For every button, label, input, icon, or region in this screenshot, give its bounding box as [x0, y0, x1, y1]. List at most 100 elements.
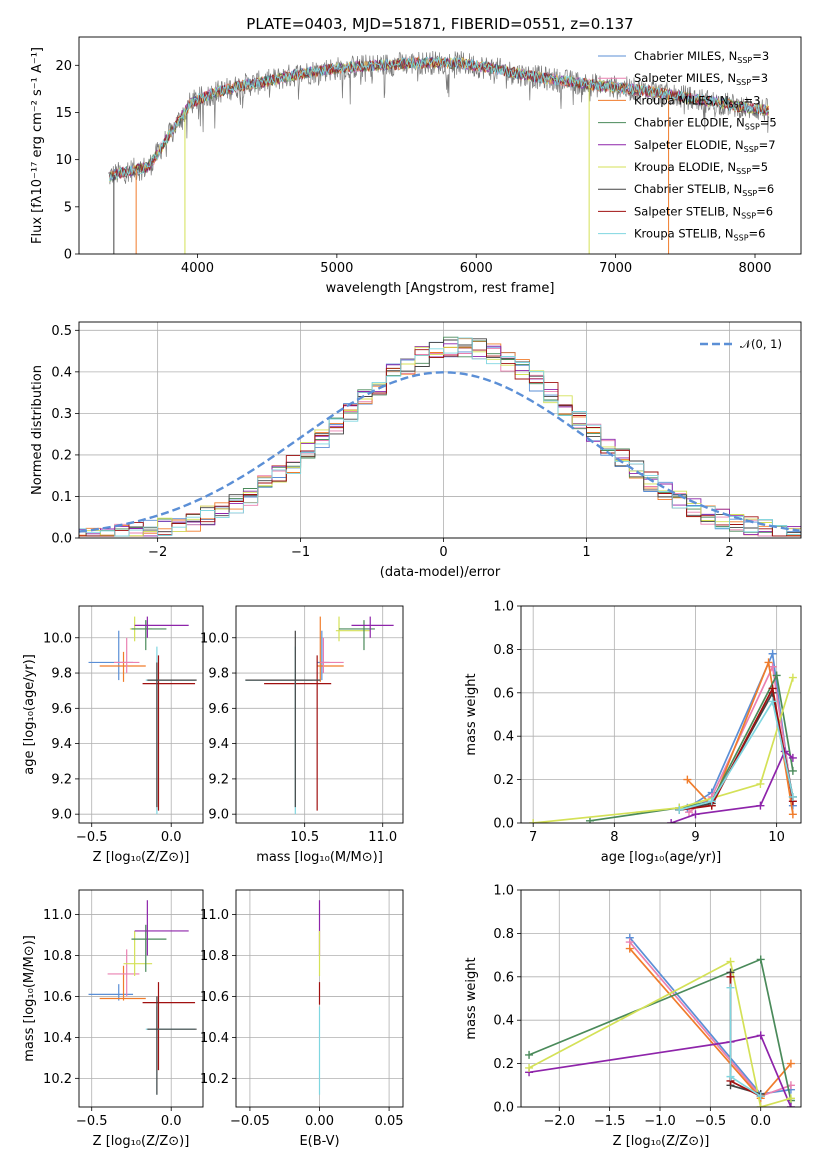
y-tick-label: 9.2: [51, 772, 72, 787]
legend-suffix: =6: [757, 182, 774, 196]
x-tick-label: 0: [439, 545, 447, 560]
panel-mass-vs-ebv: −0.05 0.00 0.05 10.2 10.4 10.6 10.8 11.0 E(B-V): [200, 889, 404, 1149]
y-tick-label: 20: [55, 59, 72, 74]
x-tick-label: −2.0: [543, 1114, 575, 1129]
legend-label: Kroupa MILES, NSSP=3: [634, 93, 760, 109]
y-tick-label: 0.1: [51, 490, 72, 505]
x-tick-label: 0.0: [161, 1114, 182, 1129]
y-tick-label: 9.8: [51, 667, 72, 682]
x-axis-label: Z [log₁₀(Z/Z⊙)]: [613, 1134, 710, 1149]
axes-frame: [78, 321, 802, 539]
errorbar-point: [145, 1006, 196, 1095]
series-marker: [525, 1063, 534, 1072]
errorbar-point: [123, 930, 153, 976]
y-tick-label: 0.2: [493, 1057, 514, 1072]
series-marker: [756, 779, 765, 788]
plot-area: [245, 616, 394, 815]
series-marker: [756, 1092, 765, 1101]
legend-subscript: SSP: [741, 211, 756, 220]
x-tick-label: 2: [725, 545, 733, 560]
y-tick-label: 15: [55, 106, 72, 121]
y-tick-label: 0.4: [51, 365, 72, 380]
histogram-step-line: [79, 337, 801, 537]
legend-subscript: SSP: [744, 145, 759, 154]
y-axis-label: mass weight: [464, 957, 479, 1039]
x-axis-label: age [log₁₀(age/yr)]: [601, 850, 722, 865]
series-line: [528, 960, 792, 1107]
y-tick-label: 1.0: [493, 600, 514, 615]
x-axis-label: wavelength [Angstrom, rest frame]: [326, 281, 555, 296]
series-marker: [756, 1031, 765, 1040]
errorbar-point: [147, 662, 197, 808]
x-tick-label: 7: [529, 830, 537, 845]
series-marker: [675, 805, 684, 814]
plot-area: [88, 616, 197, 815]
plot-area: [529, 649, 797, 823]
legend-subscript: SSP: [736, 78, 751, 87]
normal-curve-line: [79, 371, 800, 533]
panel-mass-weight-vs-Z: −2.0 −1.5 −1.0 −0.5 0.0 0.0 0.2 0.4 0.6 0.8 1.0 Z […: [464, 884, 802, 1149]
plot-area: [525, 933, 795, 1107]
series-line: [528, 1034, 792, 1107]
axes-frame: [78, 889, 204, 1108]
x-tick-label: 10.5: [290, 830, 319, 845]
legend-suffix: =7: [759, 138, 776, 152]
y-tick-label: 11.0: [43, 908, 72, 923]
y-tick-label: 9.2: [208, 772, 229, 787]
x-tick-label: 0.00: [305, 1114, 334, 1129]
y-tick-label: 0.6: [493, 686, 514, 701]
errorbar-point: [339, 620, 375, 651]
x-tick-label: −0.05: [230, 1114, 270, 1129]
y-tick-label: 9.4: [51, 737, 72, 752]
series-line: [679, 685, 794, 811]
y-axis-label: Normed distribution: [30, 365, 45, 495]
legend-subscript: SSP: [745, 123, 760, 132]
axes-frame: [520, 889, 802, 1108]
series-marker: [683, 775, 692, 784]
legend-label: 𝒩(0, 1): [740, 337, 782, 351]
x-axis-label: E(B-V): [299, 1134, 339, 1149]
legend-label: Salpeter STELIB, NSSP=6: [634, 204, 773, 220]
x-tick-label: 5000: [320, 261, 353, 276]
panel-age-vs-Z: −0.5 0.0 9.0 9.2 9.4 9.6 9.8 10.0 Z [log₁₀(Z/Z⊙)…: [22, 605, 204, 865]
series-line: [679, 699, 794, 811]
axes-frame: [78, 605, 204, 824]
errorbar-point: [317, 616, 344, 682]
y-tick-label: 10: [55, 153, 72, 168]
y-tick-label: 9.6: [51, 702, 72, 717]
y-tick-label: 0: [64, 248, 72, 263]
errorbar-point: [142, 982, 196, 1071]
y-tick-label: 0.8: [493, 643, 514, 658]
legend-label: Salpeter ELODIE, NSSP=7: [634, 138, 776, 154]
legend-subscript: SSP: [736, 167, 751, 176]
x-tick-label: 0.0: [750, 1114, 771, 1129]
series-line: [533, 677, 794, 823]
y-tick-label: 10.8: [200, 949, 229, 964]
y-tick-label: 0.4: [493, 1014, 514, 1029]
y-tick-label: 0.3: [51, 407, 72, 422]
y-tick-label: 10.6: [43, 990, 72, 1005]
errorbar-point: [245, 630, 321, 808]
series-marker: [786, 1059, 795, 1068]
y-tick-label: 10.0: [43, 631, 72, 646]
series-marker: [756, 955, 765, 964]
series-marker: [768, 684, 777, 693]
y-axis-label: mass weight: [464, 673, 479, 755]
y-axis-label: Flux [fλ10⁻¹⁷ erg cm⁻² s⁻¹ A⁻¹]: [30, 47, 45, 244]
errorbar-point: [145, 646, 196, 815]
series-marker: [772, 671, 781, 680]
y-tick-label: 10.4: [200, 1031, 229, 1046]
legend-suffix: =5: [760, 116, 777, 130]
x-tick-label: −0.5: [76, 830, 108, 845]
series-marker: [707, 797, 716, 806]
plot-area: [88, 900, 197, 1095]
legend-suffix: =3: [751, 71, 768, 85]
y-tick-label: 0.2: [493, 773, 514, 788]
series-marker: [786, 1094, 795, 1103]
errorbar-point: [320, 637, 344, 674]
x-tick-label: 9: [691, 830, 699, 845]
series-marker: [667, 819, 676, 823]
series-marker: [726, 972, 735, 981]
histogram-step-line: [79, 347, 801, 537]
series-marker: [788, 766, 797, 775]
